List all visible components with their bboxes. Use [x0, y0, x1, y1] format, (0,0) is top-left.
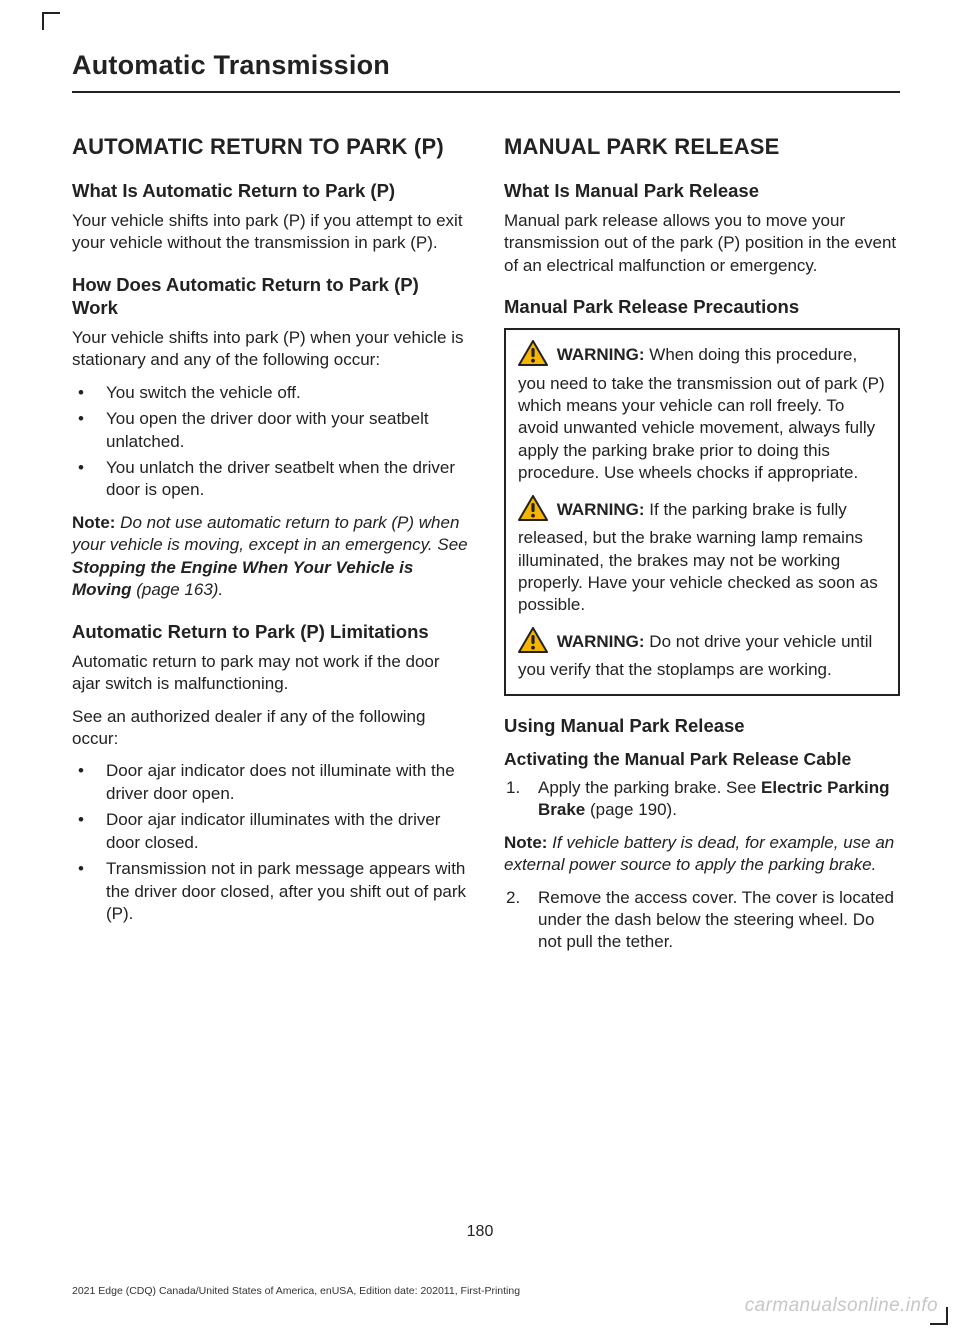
- section-heading: AUTOMATIC RETURN TO PARK (P): [72, 133, 468, 161]
- note-text: Note: Do not use automatic return to par…: [72, 512, 468, 602]
- list-item: Transmission not in park message appears…: [72, 858, 468, 925]
- subsection-heading: How Does Automatic Return to Park (P) Wo…: [72, 273, 468, 319]
- bullet-list: You switch the vehicle off. You open the…: [72, 382, 468, 502]
- body-text: Manual park release allows you to move y…: [504, 210, 900, 277]
- page-number: 180: [0, 1223, 960, 1241]
- warning-item: WARNING: When doing this procedure, you …: [518, 340, 886, 485]
- list-item: You switch the vehicle off.: [72, 382, 468, 404]
- list-item: You open the driver door with your seatb…: [72, 408, 468, 453]
- warning-text: When doing this procedure, you need to t…: [518, 345, 885, 482]
- note-label: Note:: [504, 833, 547, 852]
- warning-label: WARNING:: [557, 632, 645, 651]
- manual-page: Automatic Transmission AUTOMATIC RETURN …: [0, 0, 960, 1337]
- warning-icon: [518, 495, 548, 527]
- step-text: Apply the parking brake. See: [538, 778, 761, 797]
- note-body: Do not use automatic return to park (P) …: [72, 513, 468, 554]
- body-text: Your vehicle shifts into park (P) when y…: [72, 327, 468, 372]
- note-body: If vehicle battery is dead, for example,…: [504, 833, 894, 874]
- numbered-list: Remove the access cover. The cover is lo…: [504, 887, 900, 954]
- chapter-header: Automatic Transmission: [72, 50, 900, 93]
- body-text: Your vehicle shifts into park (P) if you…: [72, 210, 468, 255]
- warning-label: WARNING:: [557, 345, 645, 364]
- right-column: MANUAL PARK RELEASE What Is Manual Park …: [504, 133, 900, 964]
- two-column-layout: AUTOMATIC RETURN TO PARK (P) What Is Aut…: [72, 133, 900, 964]
- note-body: (page 163).: [132, 580, 224, 599]
- subsection-heading: Using Manual Park Release: [504, 714, 900, 737]
- warning-item: WARNING: If the parking brake is fully r…: [518, 495, 886, 617]
- warning-label: WARNING:: [557, 500, 645, 519]
- warning-icon: [518, 627, 548, 659]
- footer-meta: 2021 Edge (CDQ) Canada/United States of …: [72, 1285, 520, 1297]
- subsection-heading: Automatic Return to Park (P) Limitations: [72, 620, 468, 643]
- list-item: Door ajar indicator does not illuminate …: [72, 760, 468, 805]
- subsection-heading: What Is Manual Park Release: [504, 179, 900, 202]
- subsubsection-heading: Activating the Manual Park Release Cable: [504, 749, 900, 771]
- chapter-title: Automatic Transmission: [72, 50, 900, 81]
- crop-mark-tl: [42, 12, 60, 30]
- subsection-heading: Manual Park Release Precautions: [504, 295, 900, 318]
- warning-item: WARNING: Do not drive your vehicle until…: [518, 627, 886, 682]
- body-text: Automatic return to park may not work if…: [72, 651, 468, 696]
- list-item: Apply the parking brake. See Electric Pa…: [504, 777, 900, 822]
- list-item: You unlatch the driver seatbelt when the…: [72, 457, 468, 502]
- note-text: Note: If vehicle battery is dead, for ex…: [504, 832, 900, 877]
- note-bold-ref: Stopping the Engine When Your Vehicle is…: [72, 558, 413, 599]
- body-text: See an authorized dealer if any of the f…: [72, 706, 468, 751]
- section-heading: MANUAL PARK RELEASE: [504, 133, 900, 161]
- list-item: Door ajar indicator illuminates with the…: [72, 809, 468, 854]
- step-text: (page 190).: [585, 800, 677, 819]
- watermark: carmanualsonline.info: [745, 1295, 938, 1317]
- left-column: AUTOMATIC RETURN TO PARK (P) What Is Aut…: [72, 133, 468, 964]
- subsection-heading: What Is Automatic Return to Park (P): [72, 179, 468, 202]
- bullet-list: Door ajar indicator does not illuminate …: [72, 760, 468, 925]
- list-item: Remove the access cover. The cover is lo…: [504, 887, 900, 954]
- note-label: Note:: [72, 513, 115, 532]
- warning-icon: [518, 340, 548, 372]
- warning-box: WARNING: When doing this procedure, you …: [504, 328, 900, 696]
- numbered-list: Apply the parking brake. See Electric Pa…: [504, 777, 900, 822]
